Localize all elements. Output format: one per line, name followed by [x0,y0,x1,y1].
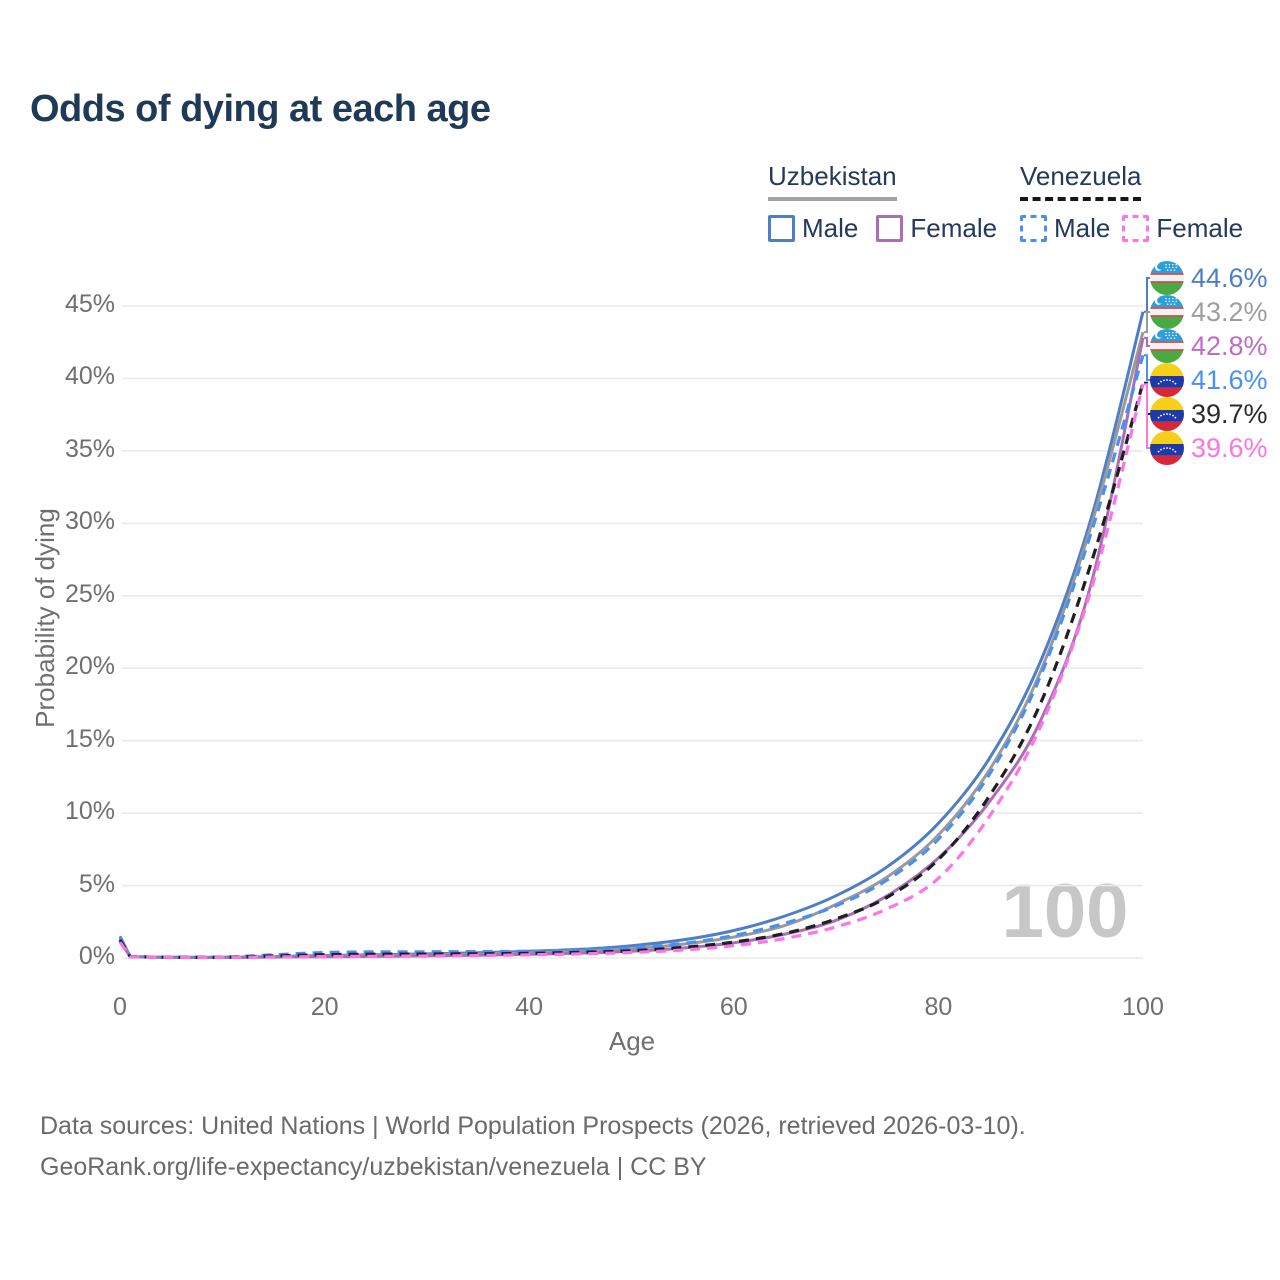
y-tick-label: 10% [64,797,115,826]
series-end-label-venezuela-male: 41.6% [1150,362,1268,398]
uzbekistan-flag-icon [1150,261,1184,295]
legend-items-venezuela: Male Female [1020,213,1243,244]
x-axis-title: Age [608,1026,656,1056]
venezuela-flag-icon [1150,397,1184,431]
venezuela-female-swatch [1122,215,1150,242]
y-tick-label: 0% [78,942,115,970]
legend-item-label: Male [802,213,859,243]
legend-country-venezuela: Venezuela [1020,161,1142,201]
legend-item-label: Male [1054,213,1111,243]
legend-item-venezuela-male[interactable]: Male [1020,213,1110,244]
series-line-uzbekistan-male [118,311,1145,959]
end-label-connector-venezuela-male [1144,354,1151,381]
x-tick-label: 20 [310,993,339,1021]
legend-items-uzbekistan: Male Female [768,213,997,244]
venezuela-flag-icon [1150,363,1184,397]
series-end-label-venezuela-female: 39.6% [1150,430,1268,466]
footer: Data sources: United Nations | World Pop… [40,1106,1026,1188]
footer-attribution: GeoRank.org/life-expectancy/uzbekistan/v… [40,1153,707,1181]
venezuela-flag-icon [1150,397,1184,431]
legend-item-label: Female [1156,213,1244,243]
uzbekistan-flag-icon [1150,295,1184,329]
x-tick-label: 60 [719,993,748,1021]
y-tick-label: 35% [64,434,115,463]
series-end-label-venezuela-both: 39.7% [1150,396,1268,432]
uzbekistan-female-swatch [876,215,904,242]
page-title: Odds of dying at each age [30,88,491,130]
uzbekistan-flag-icon [1150,261,1184,295]
legend-group-venezuela: Venezuela Male Female [1020,161,1243,244]
end-value-label: 44.6% [1191,262,1268,293]
series-end-label-uzbekistan-male: 44.6% [1150,260,1268,296]
y-tick-label: 40% [64,362,115,391]
x-tick-label: 80 [924,993,953,1021]
series-line-uzbekistan-both [118,331,1145,959]
series-line-venezuela-female [118,383,1145,960]
uzbekistan-male-swatch [768,215,795,242]
age-watermark: 100 [1001,869,1129,954]
legend-item-uzbekistan-female[interactable]: Female [876,213,997,244]
x-tick-label: 100 [1122,993,1164,1021]
series-line-venezuela-both [118,382,1145,960]
series-end-label-uzbekistan-both: 43.2% [1150,294,1268,330]
series-line-venezuela-male [118,354,1145,959]
end-value-label: 39.6% [1191,432,1268,463]
venezuela-flag-icon [1150,431,1184,465]
venezuela-flag-icon [1150,363,1184,397]
y-tick-label: 45% [64,290,115,319]
venezuela-flag-icon [1150,431,1184,465]
venezuela-male-swatch [1020,215,1047,242]
legend-country-uzbekistan: Uzbekistan [768,161,897,201]
legend-item-uzbekistan-male[interactable]: Male [768,213,858,244]
end-value-label: 41.6% [1191,364,1268,395]
end-value-label: 43.2% [1191,296,1268,327]
footer-data-sources: Data sources: United Nations | World Pop… [40,1112,1026,1140]
y-tick-label: 5% [78,869,115,898]
uzbekistan-flag-icon [1150,295,1184,329]
legend-item-venezuela-female[interactable]: Female [1122,213,1243,244]
series-end-label-uzbekistan-female: 42.8% [1150,328,1268,364]
end-label-connector-uzbekistan-male [1144,277,1151,313]
uzbekistan-flag-icon [1150,329,1184,363]
x-tick-label: 0 [113,993,127,1021]
end-label-connector-venezuela-female [1144,383,1151,449]
y-tick-label: 25% [64,579,115,608]
legend-item-label: Female [910,213,998,243]
legend-group-uzbekistan: Uzbekistan Male Female [768,161,997,244]
y-tick-label: 20% [64,652,115,681]
uzbekistan-flag-icon [1150,329,1184,363]
end-value-label: 39.7% [1191,398,1268,429]
end-label-connector-uzbekistan-both [1144,311,1151,334]
series-line-uzbekistan-female [118,337,1145,959]
y-tick-label: 15% [64,724,115,753]
x-tick-label: 40 [515,993,544,1021]
y-tick-label: 30% [64,507,115,536]
end-value-label: 42.8% [1191,330,1268,361]
end-label-connector-uzbekistan-female [1144,336,1151,347]
